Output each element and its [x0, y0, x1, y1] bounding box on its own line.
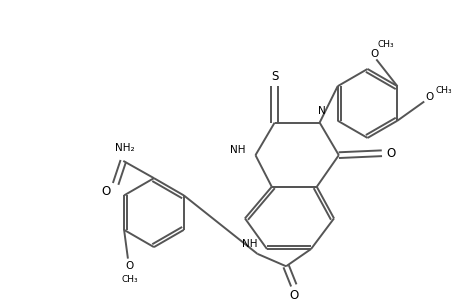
- Text: O: O: [369, 49, 378, 58]
- Text: N: N: [317, 106, 325, 116]
- Text: CH₃: CH₃: [434, 85, 451, 94]
- Text: O: O: [424, 92, 432, 102]
- Text: CH₃: CH₃: [121, 275, 138, 284]
- Text: O: O: [386, 147, 395, 160]
- Text: O: O: [289, 289, 298, 300]
- Text: O: O: [125, 261, 134, 271]
- Text: NH: NH: [241, 239, 257, 249]
- Text: NH₂: NH₂: [115, 142, 135, 152]
- Text: NH: NH: [230, 146, 246, 155]
- Text: O: O: [101, 185, 111, 198]
- Text: S: S: [270, 70, 278, 83]
- Text: CH₃: CH₃: [377, 40, 393, 49]
